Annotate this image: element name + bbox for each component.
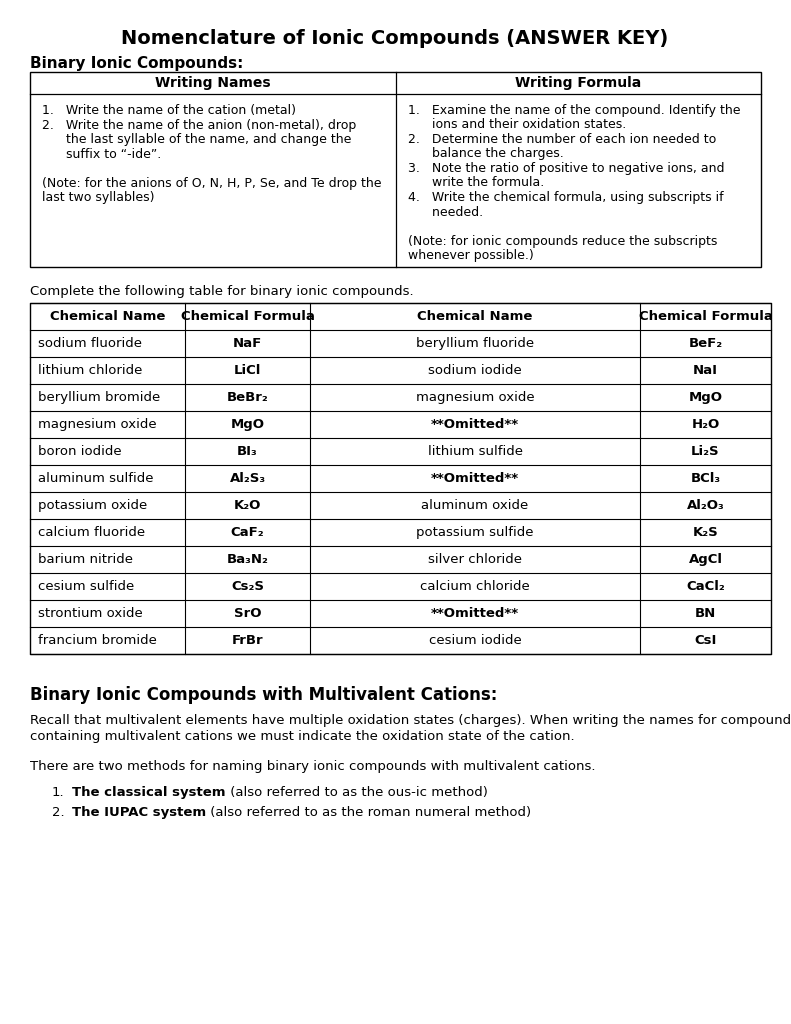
- Text: CaF₂: CaF₂: [231, 526, 264, 539]
- Text: aluminum sulfide: aluminum sulfide: [38, 472, 153, 485]
- Text: Ba₃N₂: Ba₃N₂: [226, 553, 268, 566]
- Text: Al₂O₃: Al₂O₃: [687, 499, 725, 512]
- Text: magnesium oxide: magnesium oxide: [38, 418, 157, 431]
- Text: barium nitride: barium nitride: [38, 553, 133, 566]
- Text: **Omitted**: **Omitted**: [431, 472, 519, 485]
- Text: SrO: SrO: [234, 607, 261, 620]
- Text: whenever possible.): whenever possible.): [407, 249, 533, 262]
- Text: BI₃: BI₃: [237, 445, 258, 458]
- Text: MgO: MgO: [230, 418, 264, 431]
- Text: sodium fluoride: sodium fluoride: [38, 337, 142, 350]
- Text: 1.   Write the name of the cation (metal): 1. Write the name of the cation (metal): [42, 104, 296, 117]
- Text: lithium sulfide: lithium sulfide: [427, 445, 523, 458]
- Text: beryllium bromide: beryllium bromide: [38, 391, 161, 404]
- Text: ions and their oxidation states.: ions and their oxidation states.: [407, 119, 626, 131]
- Text: (Note: for the anions of O, N, H, P, Se, and Te drop the: (Note: for the anions of O, N, H, P, Se,…: [42, 176, 381, 189]
- Text: CsI: CsI: [694, 634, 717, 647]
- Text: BN: BN: [694, 607, 716, 620]
- Text: last two syllables): last two syllables): [42, 191, 154, 204]
- Text: 3.   Note the ratio of positive to negative ions, and: 3. Note the ratio of positive to negativ…: [407, 162, 724, 175]
- Text: BeBr₂: BeBr₂: [227, 391, 268, 404]
- Text: AgCl: AgCl: [688, 553, 722, 566]
- Text: aluminum oxide: aluminum oxide: [422, 499, 528, 512]
- Text: Chemical Name: Chemical Name: [418, 310, 532, 323]
- Text: boron iodide: boron iodide: [38, 445, 122, 458]
- Text: potassium oxide: potassium oxide: [38, 499, 147, 512]
- Text: 1.   Examine the name of the compound. Identify the: 1. Examine the name of the compound. Ide…: [407, 104, 740, 117]
- Text: cesium iodide: cesium iodide: [429, 634, 521, 647]
- Text: francium bromide: francium bromide: [38, 634, 157, 647]
- Text: Chemical Formula: Chemical Formula: [638, 310, 773, 323]
- Text: Complete the following table for binary ionic compounds.: Complete the following table for binary …: [30, 285, 414, 298]
- Text: (also referred to as the roman numeral method): (also referred to as the roman numeral m…: [206, 806, 532, 819]
- Text: Al₂S₃: Al₂S₃: [229, 472, 266, 485]
- Text: MgO: MgO: [688, 391, 722, 404]
- Text: containing multivalent cations we must indicate the oxidation state of the catio: containing multivalent cations we must i…: [30, 730, 574, 743]
- Text: calcium chloride: calcium chloride: [420, 580, 530, 593]
- Bar: [30, 72, 761, 267]
- Text: 4.   Write the chemical formula, using subscripts if: 4. Write the chemical formula, using sub…: [407, 191, 723, 204]
- Text: sodium iodide: sodium iodide: [428, 364, 522, 377]
- Text: the last syllable of the name, and change the: the last syllable of the name, and chang…: [42, 133, 351, 146]
- Text: lithium chloride: lithium chloride: [38, 364, 142, 377]
- Text: write the formula.: write the formula.: [407, 176, 543, 189]
- Text: magnesium oxide: magnesium oxide: [416, 391, 534, 404]
- Text: The IUPAC system: The IUPAC system: [72, 806, 206, 819]
- Text: BCl₃: BCl₃: [691, 472, 721, 485]
- Text: beryllium fluoride: beryllium fluoride: [416, 337, 534, 350]
- Text: H₂O: H₂O: [691, 418, 720, 431]
- Text: NaF: NaF: [233, 337, 262, 350]
- Text: LiCl: LiCl: [234, 364, 261, 377]
- Text: CaCl₂: CaCl₂: [686, 580, 725, 593]
- Text: K₂S: K₂S: [693, 526, 718, 539]
- Text: FrBr: FrBr: [232, 634, 263, 647]
- Text: suffix to “-ide”.: suffix to “-ide”.: [42, 147, 161, 161]
- Text: Binary Ionic Compounds with Multivalent Cations:: Binary Ionic Compounds with Multivalent …: [30, 686, 498, 705]
- Text: Recall that multivalent elements have multiple oxidation states (charges). When : Recall that multivalent elements have mu…: [30, 714, 791, 727]
- Text: **Omitted**: **Omitted**: [431, 418, 519, 431]
- Text: (also referred to as the ous-ic method): (also referred to as the ous-ic method): [225, 786, 487, 799]
- Text: 1.: 1.: [52, 786, 65, 799]
- Text: **Omitted**: **Omitted**: [431, 607, 519, 620]
- Text: balance the charges.: balance the charges.: [407, 147, 563, 161]
- Text: Chemical Formula: Chemical Formula: [180, 310, 315, 323]
- Text: 2.   Determine the number of each ion needed to: 2. Determine the number of each ion need…: [407, 133, 716, 146]
- Text: potassium sulfide: potassium sulfide: [416, 526, 534, 539]
- Text: Nomenclature of Ionic Compounds (ANSWER KEY): Nomenclature of Ionic Compounds (ANSWER …: [121, 29, 668, 48]
- Text: The classical system: The classical system: [72, 786, 225, 799]
- Text: BeF₂: BeF₂: [688, 337, 722, 350]
- Text: 2.: 2.: [52, 806, 65, 819]
- Text: There are two methods for naming binary ionic compounds with multivalent cations: There are two methods for naming binary …: [30, 760, 596, 773]
- Text: Writing Formula: Writing Formula: [515, 76, 642, 90]
- Text: 2.   Write the name of the anion (non-metal), drop: 2. Write the name of the anion (non-meta…: [42, 119, 356, 131]
- Text: Cs₂S: Cs₂S: [231, 580, 264, 593]
- Bar: [30, 303, 771, 654]
- Text: Binary Ionic Compounds:: Binary Ionic Compounds:: [30, 56, 244, 71]
- Text: calcium fluoride: calcium fluoride: [38, 526, 145, 539]
- Text: K₂O: K₂O: [234, 499, 261, 512]
- Text: Chemical Name: Chemical Name: [50, 310, 165, 323]
- Text: strontium oxide: strontium oxide: [38, 607, 142, 620]
- Text: Writing Names: Writing Names: [155, 76, 271, 90]
- Text: silver chloride: silver chloride: [428, 553, 522, 566]
- Text: NaI: NaI: [693, 364, 718, 377]
- Text: needed.: needed.: [407, 206, 483, 218]
- Text: Li₂S: Li₂S: [691, 445, 720, 458]
- Text: (Note: for ionic compounds reduce the subscripts: (Note: for ionic compounds reduce the su…: [407, 234, 717, 248]
- Text: cesium sulfide: cesium sulfide: [38, 580, 134, 593]
